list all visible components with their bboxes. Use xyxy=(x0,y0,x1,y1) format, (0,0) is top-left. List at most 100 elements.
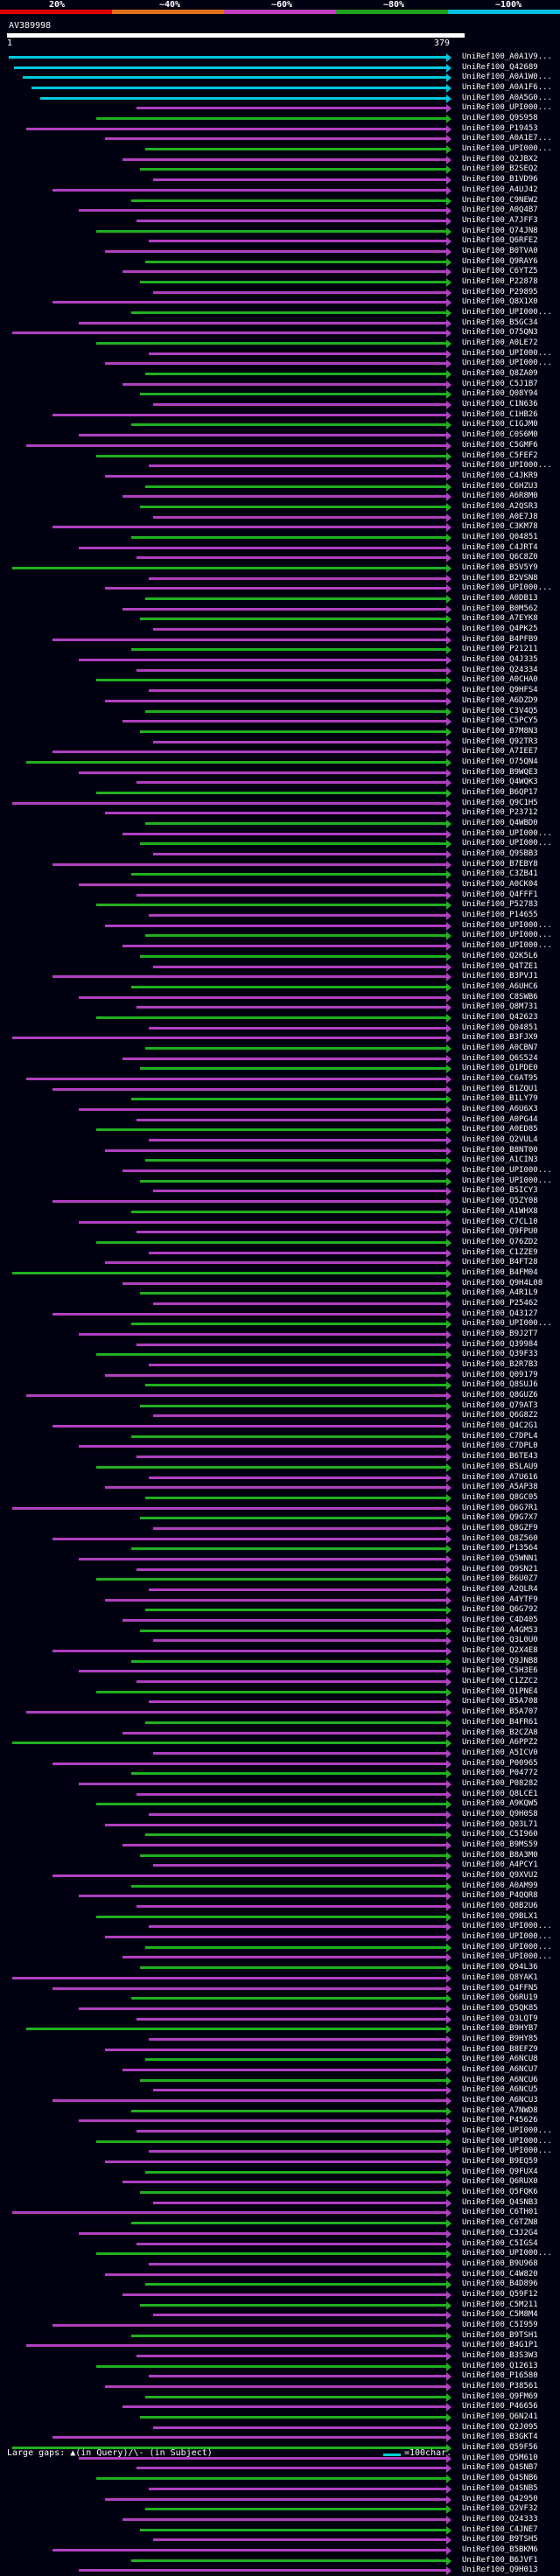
hit-row[interactable]: UniRef100_UPI000... xyxy=(0,144,560,155)
hit-row[interactable]: UniRef100_UPI000... xyxy=(0,931,560,941)
hit-row[interactable]: UniRef100_Q2J095 xyxy=(0,2423,560,2433)
hit-row[interactable]: UniRef100_A7U616 xyxy=(0,1473,560,1483)
hit-row[interactable]: UniRef100_Q4C2G1 xyxy=(0,1421,560,1432)
hit-label[interactable]: UniRef100_Q6N241 xyxy=(462,2412,538,2422)
hit-label[interactable]: UniRef100_Q8GC05 xyxy=(462,1492,538,1502)
hit-row[interactable]: UniRef100_A0LE72 xyxy=(0,339,560,349)
hit-label[interactable]: UniRef100_A0A5G0... xyxy=(462,93,552,102)
hit-label[interactable]: UniRef100_Q8X1X0 xyxy=(462,297,538,307)
hit-row[interactable]: UniRef100_B9MS59 xyxy=(0,1840,560,1851)
hit-label[interactable]: UniRef100_UPI000... xyxy=(462,2249,552,2258)
hit-label[interactable]: UniRef100_A5ICV0 xyxy=(462,1748,538,1757)
hit-label[interactable]: UniRef100_B9HYB7 xyxy=(462,2024,538,2034)
hit-row[interactable]: UniRef100_Q59F56 xyxy=(0,2443,560,2454)
hit-label[interactable]: UniRef100_A5AP38 xyxy=(462,1483,538,1492)
hit-row[interactable]: UniRef100_P25462 xyxy=(0,1299,560,1309)
hit-label[interactable]: UniRef100_B7EBY8 xyxy=(462,859,538,869)
hit-row[interactable]: UniRef100_B2R7B3 xyxy=(0,1360,560,1371)
hit-row[interactable]: UniRef100_C5PCY5 xyxy=(0,716,560,727)
hit-row[interactable]: UniRef100_A0DB13 xyxy=(0,594,560,604)
hit-label[interactable]: UniRef100_Q5WNN1 xyxy=(462,1553,538,1563)
hit-label[interactable]: UniRef100_UPI000... xyxy=(462,1932,552,1942)
hit-label[interactable]: UniRef100_P46656 xyxy=(462,2402,538,2412)
hit-label[interactable]: UniRef100_UPI000... xyxy=(462,1176,552,1185)
hit-label[interactable]: UniRef100_UPI000... xyxy=(462,2147,552,2156)
hit-row[interactable]: UniRef100_C5M8M4 xyxy=(0,2310,560,2321)
hit-row[interactable]: UniRef100_B2CZA8 xyxy=(0,1728,560,1739)
hit-row[interactable]: UniRef100_A0A1W0... xyxy=(0,73,560,83)
hit-row[interactable]: UniRef100_B7M8N3 xyxy=(0,727,560,737)
hit-row[interactable]: UniRef100_Q9FUX4 xyxy=(0,2168,560,2178)
hit-label[interactable]: UniRef100_UPI000... xyxy=(462,583,552,593)
hit-row[interactable]: UniRef100_UPI000... xyxy=(0,839,560,849)
hit-row[interactable]: UniRef100_B1LY79 xyxy=(0,1094,560,1105)
hit-label[interactable]: UniRef100_UPI000... xyxy=(462,839,552,848)
hit-row[interactable]: UniRef100_B6JVF1 xyxy=(0,2556,560,2566)
hit-row[interactable]: UniRef100_Q5WNN1 xyxy=(0,1554,560,1565)
hit-label[interactable]: UniRef100_UPI000... xyxy=(462,1319,552,1329)
hit-row[interactable]: UniRef100_B3S3W3 xyxy=(0,2351,560,2362)
hit-label[interactable]: UniRef100_Q42950 xyxy=(462,2494,538,2503)
hit-label[interactable]: UniRef100_UPI000... xyxy=(462,931,552,940)
hit-row[interactable]: UniRef100_A2QLR4 xyxy=(0,1585,560,1595)
hit-label[interactable]: UniRef100_Q08Y94 xyxy=(462,389,538,399)
hit-row[interactable]: UniRef100_UPI000... xyxy=(0,941,560,952)
hit-row[interactable]: UniRef100_C4W820 xyxy=(0,2270,560,2280)
hit-row[interactable]: UniRef100_B9TSH1 xyxy=(0,2331,560,2342)
hit-label[interactable]: UniRef100_Q4PK25 xyxy=(462,625,538,634)
hit-label[interactable]: UniRef100_B0TVA0 xyxy=(462,246,538,255)
hit-row[interactable]: UniRef100_C3V4Q5 xyxy=(0,707,560,717)
hit-label[interactable]: UniRef100_Q8SUJ6 xyxy=(462,1380,538,1390)
hit-label[interactable]: UniRef100_Q42623 xyxy=(462,1012,538,1022)
hit-label[interactable]: UniRef100_A6DZD9 xyxy=(462,695,538,705)
hit-row[interactable]: UniRef100_A6UHC6 xyxy=(0,982,560,993)
hit-row[interactable]: UniRef100_Q42623 xyxy=(0,1013,560,1023)
hit-row[interactable]: UniRef100_P16580 xyxy=(0,2371,560,2382)
hit-label[interactable]: UniRef100_A0ED85 xyxy=(462,1125,538,1134)
hit-row[interactable]: UniRef100_B0TVA0 xyxy=(0,247,560,257)
hit-row[interactable]: UniRef100_A6NCU6 xyxy=(0,2076,560,2086)
hit-label[interactable]: UniRef100_C6AT95 xyxy=(462,1074,538,1083)
hit-label[interactable]: UniRef100_B5V5Y9 xyxy=(462,563,538,572)
hit-label[interactable]: UniRef100_A6NCU8 xyxy=(462,2055,538,2064)
hit-label[interactable]: UniRef100_Q9S958 xyxy=(462,114,538,123)
hit-label[interactable]: UniRef100_C5M8M4 xyxy=(462,2310,538,2320)
hit-label[interactable]: UniRef100_P23712 xyxy=(462,808,538,818)
hit-label[interactable]: UniRef100_P00965 xyxy=(462,1758,538,1768)
hit-label[interactable]: UniRef100_Q8GZF9 xyxy=(462,1523,538,1532)
hit-row[interactable]: UniRef100_B4G1P1 xyxy=(0,2341,560,2351)
hit-row[interactable]: UniRef100_C9NEW2 xyxy=(0,196,560,206)
hit-row[interactable]: UniRef100_Q03L71 xyxy=(0,1820,560,1831)
hit-row[interactable]: UniRef100_Q6RU19 xyxy=(0,1993,560,2004)
hit-label[interactable]: UniRef100_A6NCU7 xyxy=(462,2064,538,2074)
hit-label[interactable]: UniRef100_Q2VUL4 xyxy=(462,1135,538,1145)
hit-row[interactable]: UniRef100_C0S6M0 xyxy=(0,430,560,441)
hit-label[interactable]: UniRef100_P4QQR8 xyxy=(462,1891,538,1901)
hit-label[interactable]: UniRef100_UPI000... xyxy=(462,2126,552,2136)
hit-row[interactable]: UniRef100_B5GC34 xyxy=(0,318,560,329)
hit-row[interactable]: UniRef100_Q6G8Z2 xyxy=(0,1411,560,1421)
hit-label[interactable]: UniRef100_C4JKR9 xyxy=(462,471,538,480)
hit-label[interactable]: UniRef100_P19453 xyxy=(462,123,538,133)
hit-label[interactable]: UniRef100_A2QLR4 xyxy=(462,1585,538,1594)
hit-label[interactable]: UniRef100_Q59F56 xyxy=(462,2443,538,2453)
hit-row[interactable]: UniRef100_Q1PDE0 xyxy=(0,1064,560,1074)
hit-row[interactable]: UniRef100_A0A5G0... xyxy=(0,94,560,104)
hit-label[interactable]: UniRef100_Q9SBB3 xyxy=(462,849,538,859)
hit-label[interactable]: UniRef100_Q9H0S8 xyxy=(462,1809,538,1819)
hit-label[interactable]: UniRef100_B3S3W3 xyxy=(462,2351,538,2360)
hit-label[interactable]: UniRef100_C3J2G4 xyxy=(462,2228,538,2237)
hit-row[interactable]: UniRef100_A5AP38 xyxy=(0,1483,560,1493)
hit-row[interactable]: UniRef100_Q79AT3 xyxy=(0,1401,560,1412)
hit-row[interactable]: UniRef100_Q43127 xyxy=(0,1309,560,1320)
hit-row[interactable]: UniRef100_C5M211 xyxy=(0,2300,560,2311)
hit-label[interactable]: UniRef100_Q4SNB6 xyxy=(462,2474,538,2483)
hit-label[interactable]: UniRef100_A0CK04 xyxy=(462,880,538,890)
hit-label[interactable]: UniRef100_Q3LQT9 xyxy=(462,2014,538,2023)
hit-row[interactable]: UniRef100_Q4PK25 xyxy=(0,625,560,635)
hit-row[interactable]: UniRef100_C7DPL0 xyxy=(0,1442,560,1452)
hit-label[interactable]: UniRef100_C6TH01 xyxy=(462,2208,538,2217)
hit-label[interactable]: UniRef100_B6QP17 xyxy=(462,787,538,797)
hit-label[interactable]: UniRef100_C6YTZ5 xyxy=(462,267,538,276)
hit-row[interactable]: UniRef100_B2VSN8 xyxy=(0,574,560,584)
